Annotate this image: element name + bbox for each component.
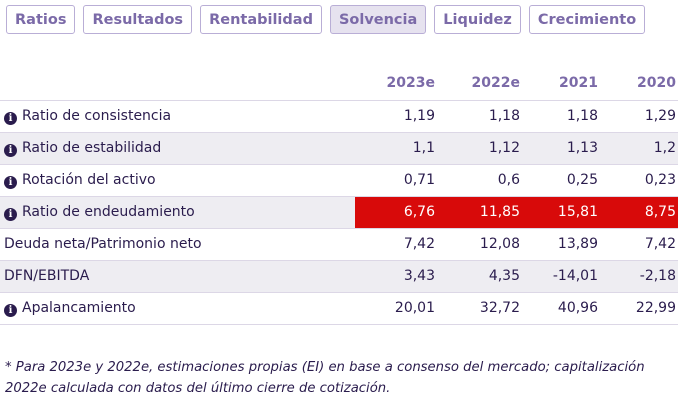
header-year: 2021 [559, 75, 598, 92]
table-cell: 1,2 [600, 132, 678, 164]
header-year: 2022e [471, 75, 520, 92]
table-cell: 0,71 [403, 172, 435, 188]
info-icon[interactable]: i [4, 175, 17, 189]
row-label: Rotación del activo [22, 171, 156, 188]
table-cell: -2,18 [600, 260, 678, 292]
tab-resultados[interactable]: Resultados [83, 5, 193, 34]
table-cell: 0,6 [497, 172, 520, 188]
header-label [0, 67, 355, 100]
highlighted-cell: 8,75 [600, 196, 678, 228]
table-row: Deuda neta/Patrimonio neto 7,42 12,08 13… [0, 228, 678, 260]
tab-liquidez[interactable]: Liquidez [434, 5, 521, 34]
table-cell: 1,1 [355, 132, 437, 164]
row-label: Ratio de consistencia [22, 107, 172, 124]
row-label: Ratio de estabilidad [22, 139, 162, 156]
tab-rentabilidad[interactable]: Rentabilidad [200, 5, 322, 34]
table-cell: 1,13 [522, 132, 600, 164]
row-label-cell: i Rotación del activo [0, 164, 355, 196]
table-cell: 0,23 [644, 172, 676, 188]
table-cell: 4,35 [437, 260, 522, 292]
row-label-cell: i Ratio de estabilidad [0, 132, 355, 164]
table-cell: 13,89 [557, 236, 598, 252]
table-cell: -14,01 [522, 260, 600, 292]
footnote: * Para 2023e y 2022e, estimaciones propi… [5, 360, 645, 396]
row-label-cell: i Apalancamiento [0, 292, 355, 324]
highlighted-cell: 6,76 [355, 196, 437, 228]
row-label: Apalancamiento [22, 299, 136, 316]
header-year: 2020 [637, 75, 676, 92]
table-row: i Rotación del activo 0,71 0,6 0,25 0,23 [0, 164, 678, 196]
table-cell: 0,25 [566, 172, 598, 188]
row-label-cell: Deuda neta/Patrimonio neto [0, 228, 355, 260]
tab-ratios[interactable]: Ratios [6, 5, 76, 34]
table-cell: 7,42 [644, 236, 676, 252]
table-cell: 22,99 [635, 300, 676, 316]
table-row: i Ratio de consistencia 1,19 1,18 1,18 1,… [0, 100, 678, 132]
table-row: i Ratio de estabilidad 1,1 1,12 1,13 1,2 [0, 132, 678, 164]
tab-solvencia[interactable]: Solvencia [329, 5, 427, 34]
tab-bar: Ratios Resultados Rentabilidad Solvencia… [6, 5, 646, 34]
table-cell: 1,19 [403, 108, 435, 124]
info-icon[interactable]: i [4, 111, 17, 125]
tab-crecimiento[interactable]: Crecimiento [528, 5, 646, 34]
table-header: 2023e 2022e 2021 2020 [0, 67, 678, 100]
table-cell: 32,72 [479, 300, 520, 316]
table-cell: 3,43 [355, 260, 437, 292]
highlighted-cell: 15,81 [522, 196, 600, 228]
table-cell: 40,96 [557, 300, 598, 316]
table-row: i Ratio de endeudamiento 6,76 11,85 15,81… [0, 196, 678, 228]
header-year: 2023e [386, 75, 435, 92]
table-cell: 1,18 [566, 108, 598, 124]
row-label-cell: i Ratio de consistencia [0, 100, 355, 132]
table-row: i Apalancamiento 20,01 32,72 40,96 22,99 [0, 292, 678, 324]
table-cell: 7,42 [403, 236, 435, 252]
info-icon[interactable]: i [4, 303, 17, 317]
table-cell: 1,12 [437, 132, 522, 164]
highlighted-cell: 11,85 [437, 196, 522, 228]
row-label-cell: DFN/EBITDA [0, 260, 355, 292]
info-icon[interactable]: i [4, 143, 17, 157]
solvency-table: 2023e 2022e 2021 2020 i Ratio de consiste… [0, 67, 678, 325]
row-label: DFN/EBITDA [4, 268, 90, 284]
table-cell: 1,29 [644, 108, 676, 124]
table-cell: 20,01 [394, 300, 435, 316]
table-row: DFN/EBITDA 3,43 4,35 -14,01 -2,18 [0, 260, 678, 292]
row-label: Ratio de endeudamiento [22, 203, 195, 220]
table-cell: 1,18 [488, 108, 520, 124]
table-cell: 12,08 [479, 236, 520, 252]
row-label: Deuda neta/Patrimonio neto [4, 236, 202, 252]
info-icon[interactable]: i [4, 207, 17, 221]
row-label-cell: i Ratio de endeudamiento [0, 196, 355, 228]
